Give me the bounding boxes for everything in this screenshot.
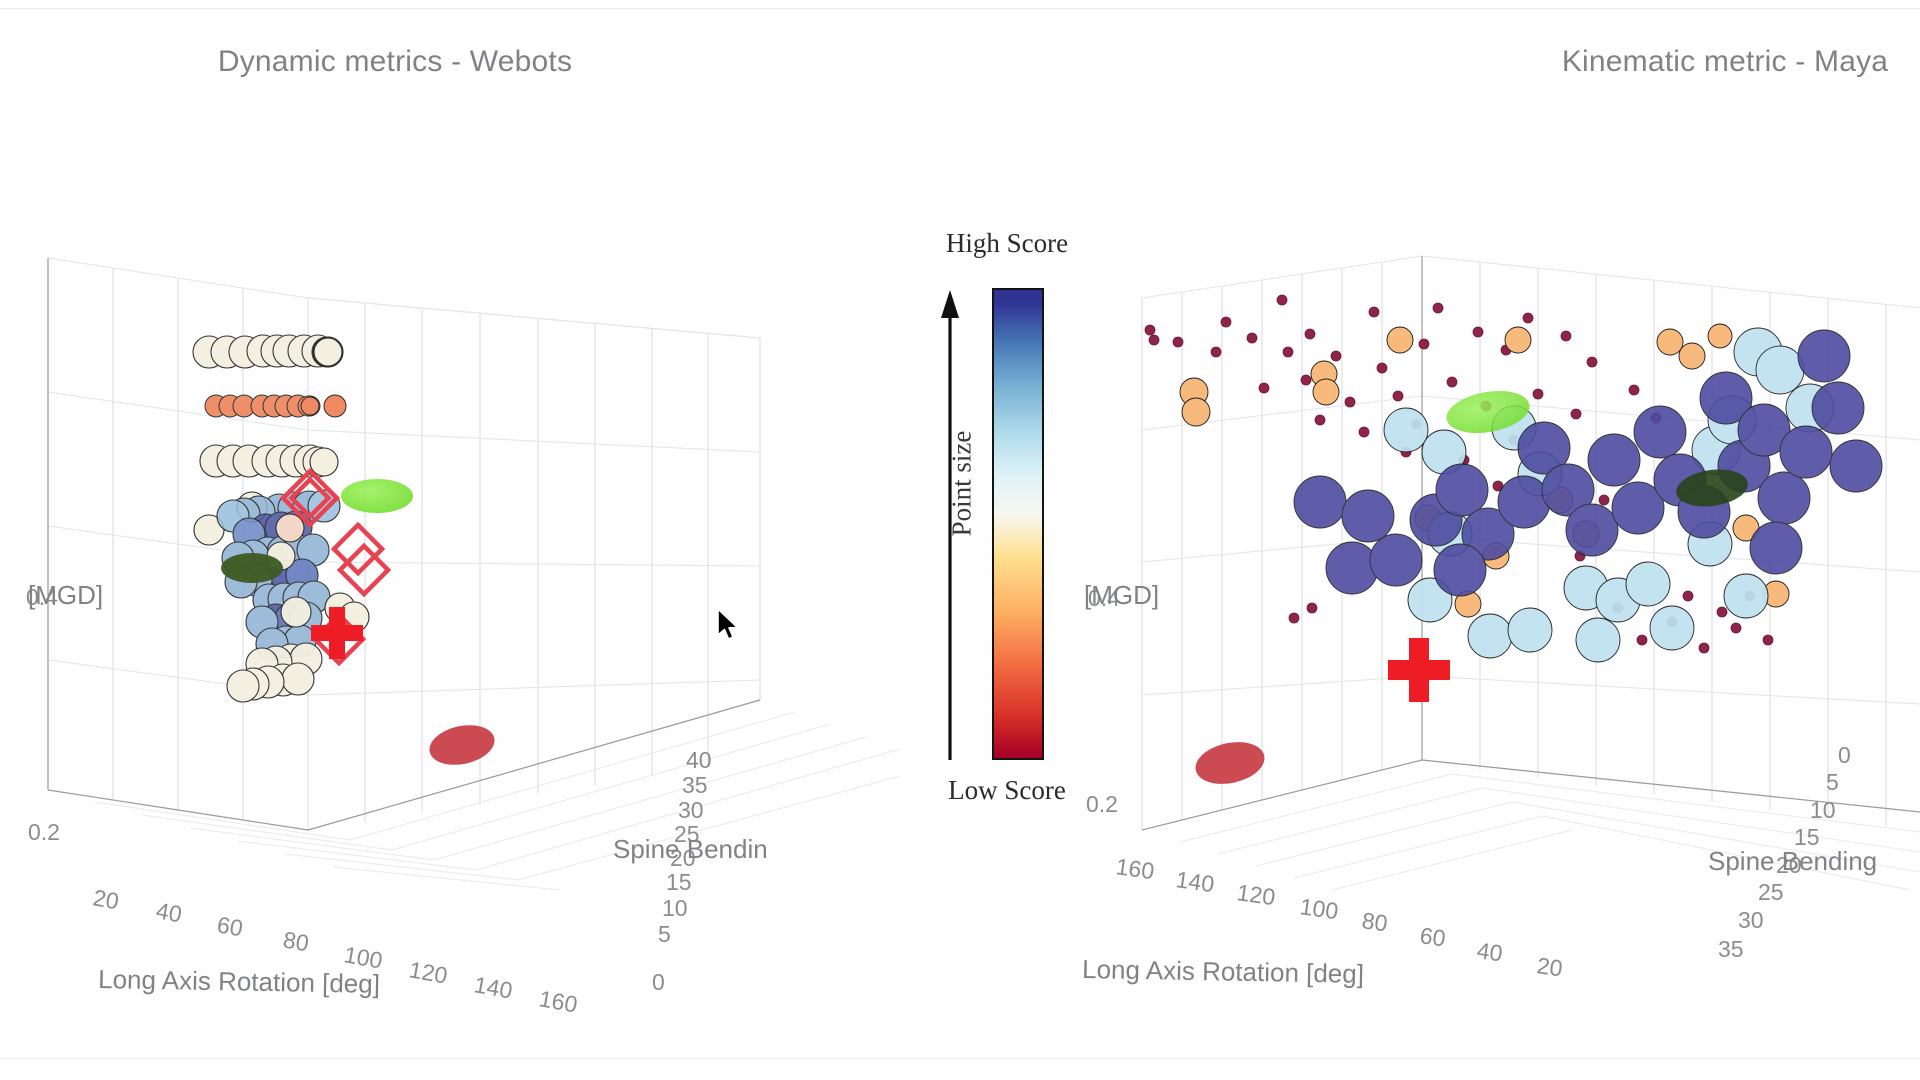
y-axis-label-webots: [MGD] bbox=[28, 580, 103, 610]
green-ellipse-marker-maya bbox=[1446, 390, 1530, 434]
y-tick-1: 0.2 bbox=[1086, 791, 1118, 817]
z-axis-label-maya: Spine Bending bbox=[1708, 846, 1877, 876]
annotations-maya bbox=[1195, 390, 1748, 784]
red-cross-marker-maya bbox=[1388, 638, 1450, 702]
z-tick-3: 15 bbox=[1794, 824, 1820, 850]
z-tick-7: 5 bbox=[658, 921, 671, 947]
x-axis-label-webots: Long Axis Rotation [deg] bbox=[98, 964, 380, 999]
x-tick-1: 140 bbox=[1174, 866, 1216, 897]
y-tick-labels-webots: 0.4 0.2 bbox=[26, 584, 60, 845]
panel-maya[interactable]: Kinematic metric - Maya bbox=[1020, 0, 1920, 1058]
series-cream-row-lower bbox=[199, 444, 334, 478]
panel-title-webots: Dynamic metrics - Webots bbox=[217, 45, 573, 78]
z-tick-2: 10 bbox=[1810, 797, 1836, 823]
z-tick-7: 35 bbox=[1718, 936, 1744, 962]
top-divider bbox=[0, 8, 1920, 9]
x-tick-7: 20 bbox=[1535, 952, 1564, 981]
colorbar-high-label: High Score bbox=[945, 228, 1069, 258]
x-tick-6: 40 bbox=[1475, 937, 1504, 966]
green-ellipse-marker bbox=[341, 479, 413, 513]
x-tick-3: 80 bbox=[281, 926, 311, 956]
x-tick-1: 40 bbox=[154, 897, 184, 927]
z-tick-1: 35 bbox=[682, 772, 708, 798]
series-cream-bottom bbox=[226, 541, 323, 703]
x-axis-label-maya: Long Axis Rotation [deg] bbox=[1082, 954, 1364, 989]
x-tick-3: 100 bbox=[1298, 893, 1340, 924]
grid-back-horizontals bbox=[307, 297, 761, 696]
z-tick-0: 0 bbox=[1838, 742, 1851, 768]
x-tick-5: 120 bbox=[407, 956, 449, 988]
z-tick-6: 10 bbox=[662, 895, 688, 921]
colorbar-low-label: Low Score bbox=[948, 775, 1066, 805]
z-tick-5: 15 bbox=[666, 869, 692, 895]
z-tick-1: 5 bbox=[1826, 769, 1839, 795]
x-tick-7: 160 bbox=[537, 985, 579, 1017]
series-cream-row-upper bbox=[192, 334, 343, 369]
x-tick-0: 20 bbox=[91, 884, 121, 914]
z-tick-labels-webots: 40 35 30 25 20 15 10 5 0 bbox=[652, 747, 712, 995]
dark-olive-ellipse-marker bbox=[221, 553, 283, 583]
point-size-arrow-icon bbox=[941, 290, 959, 760]
z-tick-0: 40 bbox=[686, 747, 712, 773]
x-tick-6: 140 bbox=[472, 971, 514, 1003]
x-tick-2: 60 bbox=[215, 911, 245, 941]
x-tick-labels-maya: 160 140 120 100 80 60 40 20 bbox=[1114, 853, 1564, 981]
axes-3d-maya: 160 140 120 100 80 60 40 20 0.4 0.2 0 5 … bbox=[1082, 255, 1920, 989]
colorbar-gradient-bar[interactable] bbox=[992, 288, 1044, 760]
x-tick-4: 80 bbox=[1360, 907, 1389, 936]
axes-3d-webots: 20 40 60 80 100 120 140 160 0.4 0.2 40 3… bbox=[26, 257, 901, 1018]
x-tick-2: 120 bbox=[1235, 879, 1277, 910]
red-ellipse-marker bbox=[429, 725, 495, 765]
panel-webots[interactable]: Dynamic metrics - Webots bbox=[0, 0, 901, 1058]
z-tick-4: 20 bbox=[670, 845, 696, 871]
z-tick-4: 20 bbox=[1776, 852, 1802, 878]
grid-left-horiz-maya bbox=[1141, 255, 1423, 696]
z-tick-8: 0 bbox=[652, 969, 665, 995]
series-navy bbox=[1293, 329, 1883, 597]
y-tick-1: 0.2 bbox=[28, 819, 60, 845]
axis-spines bbox=[47, 258, 761, 831]
y-tick-0: 0.4 bbox=[1088, 585, 1120, 611]
z-axis-label-webots: Spine Bendin bbox=[613, 834, 768, 864]
z-tick-6: 30 bbox=[1738, 907, 1764, 933]
annotations-webots bbox=[221, 467, 495, 765]
red-ellipse-marker-maya bbox=[1195, 742, 1265, 784]
colorbar-legend[interactable]: High Score Point size Low Score bbox=[920, 228, 1090, 830]
y-axis-label-maya: [MGD] bbox=[1084, 580, 1159, 610]
y-tick-labels-maya: 0.4 0.2 bbox=[1086, 585, 1120, 817]
x-tick-5: 60 bbox=[1418, 922, 1447, 951]
z-tick-3: 25 bbox=[674, 821, 700, 847]
red-cross-marker bbox=[311, 607, 363, 659]
panel-title-maya: Kinematic metric - Maya bbox=[1561, 45, 1889, 78]
y-tick-0: 0.4 bbox=[26, 584, 58, 610]
colorbar-axis-label: Point size bbox=[946, 430, 977, 537]
data-points-webots bbox=[192, 334, 370, 703]
x-tick-0: 160 bbox=[1114, 853, 1156, 884]
z-tick-2: 30 bbox=[678, 797, 704, 823]
data-points-maya bbox=[1144, 294, 1883, 663]
z-tick-5: 25 bbox=[1758, 879, 1784, 905]
bottom-divider bbox=[0, 1058, 1920, 1059]
z-tick-labels-maya: 0 5 10 15 20 25 30 35 bbox=[1718, 742, 1851, 962]
x-tick-labels-webots: 20 40 60 80 100 120 140 160 bbox=[91, 884, 579, 1017]
dark-olive-ellipse-marker-maya bbox=[1676, 469, 1748, 507]
